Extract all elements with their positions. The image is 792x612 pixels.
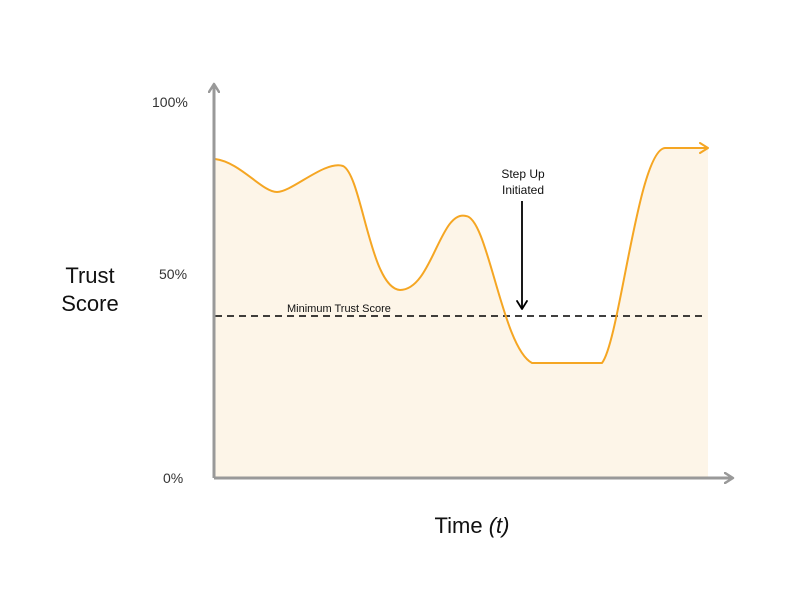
step-up-label-line1: Step Up: [501, 167, 545, 181]
x-axis-title-variable: (t): [489, 513, 510, 538]
step-up-label-line2: Initiated: [502, 183, 544, 197]
trust-score-line: [214, 142, 709, 364]
x-axis-title-text: Time: [435, 513, 489, 538]
y-tick-0: 0%: [163, 470, 183, 486]
y-tick-100: 100%: [152, 94, 188, 110]
trust-score-area: [215, 148, 708, 478]
minimum-trust-score-label: Minimum Trust Score: [287, 303, 391, 315]
y-tick-50: 50%: [159, 266, 187, 282]
y-axis-title-line2: Score: [61, 291, 118, 316]
y-axis-title-line1: Trust: [65, 263, 114, 288]
x-axis-title: Time (t): [435, 513, 510, 538]
